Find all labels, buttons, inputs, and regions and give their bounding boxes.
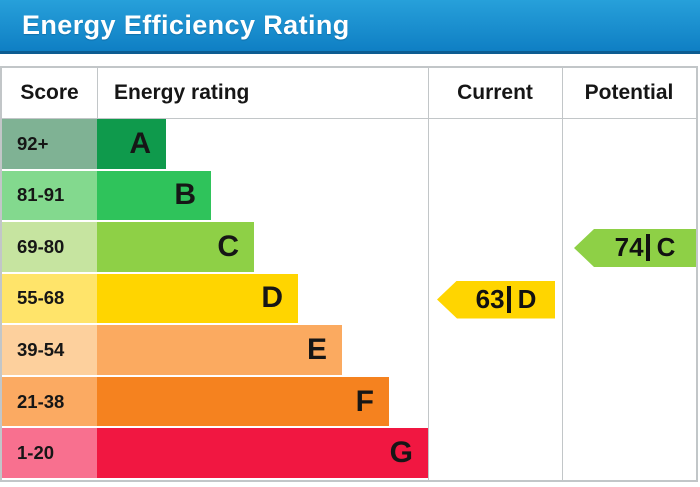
- potential-score-value: 74: [614, 232, 644, 263]
- band-letter-c: C: [217, 229, 239, 263]
- band-row-a: 92+ A: [2, 119, 696, 171]
- band-row-e: 39-54 E: [2, 325, 696, 377]
- current-band-letter: D: [517, 284, 537, 314]
- band-row-d: 55-68 D: [2, 273, 696, 326]
- band-letter-b: B: [174, 178, 196, 212]
- band-row-g: 1-20 G: [2, 428, 696, 480]
- header-score: Score: [20, 81, 79, 104]
- chart-body: 92+ A 81-91 B 69-80 C 55-68 D 39-54 E 21…: [2, 119, 696, 480]
- band-letter-e: E: [306, 333, 327, 367]
- current-score-value: 63: [475, 284, 505, 314]
- score-range-a: 92+: [2, 119, 97, 169]
- score-range-b: 81-91: [2, 170, 97, 221]
- band-bar-f: F: [97, 376, 389, 427]
- band-bar-c: C: [97, 222, 254, 272]
- value-band-divider: [506, 286, 511, 313]
- potential-column-divider: [562, 68, 563, 480]
- band-bar-e: E: [97, 325, 342, 375]
- score-range-e: 39-54: [2, 325, 97, 375]
- page-title: Energy Efficiency Rating: [22, 10, 350, 40]
- band-row-c: 69-80 C: [2, 222, 696, 274]
- band-row-b: 81-91 B: [2, 170, 696, 223]
- score-range-f: 21-38: [2, 376, 97, 427]
- band-bar-d: D: [97, 273, 298, 324]
- energy-efficiency-chart: Score Energy rating Current Potential 92…: [0, 66, 698, 482]
- score-range-c: 69-80: [2, 222, 97, 272]
- score-range-d: 55-68: [2, 273, 97, 324]
- chart-header-row: Score Energy rating Current Potential: [2, 68, 696, 119]
- band-letter-a: A: [129, 126, 151, 160]
- score-range-g: 1-20: [2, 428, 97, 478]
- potential-band-letter: C: [656, 232, 676, 263]
- band-letter-d: D: [261, 281, 283, 315]
- score-column-divider: [97, 68, 98, 118]
- band-bar-g: G: [97, 428, 428, 478]
- band-bar-b: B: [97, 170, 211, 221]
- current-column-divider: [428, 68, 429, 480]
- header-energy-rating: Energy rating: [114, 81, 250, 104]
- value-band-divider: [645, 234, 650, 262]
- current-rating-arrow: 63 D: [437, 280, 555, 319]
- header-current: Current: [457, 81, 533, 104]
- band-letter-g: G: [389, 436, 413, 470]
- band-bar-a: A: [97, 119, 166, 169]
- band-letter-f: F: [355, 384, 374, 418]
- title-bar: Energy Efficiency Rating: [0, 0, 700, 54]
- potential-rating-arrow: 74 C: [574, 228, 696, 267]
- header-potential: Potential: [584, 81, 674, 104]
- band-row-f: 21-38 F: [2, 376, 696, 429]
